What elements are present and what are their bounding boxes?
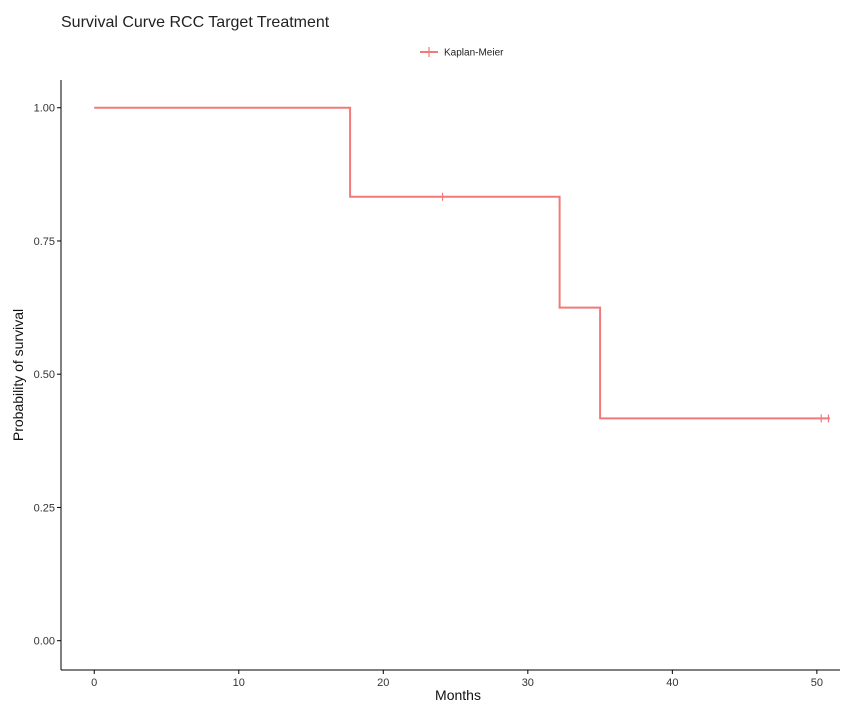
ticks: 0 10 20 30 40 50 0.00 0.25 0.50 0.75 1.00 bbox=[34, 103, 823, 689]
y-tick-label: 0.50 bbox=[34, 369, 55, 381]
y-tick-label: 0.25 bbox=[34, 502, 55, 514]
km-survival-line bbox=[94, 106, 830, 420]
chart-title: Survival Curve RCC Target Treatment bbox=[61, 14, 330, 31]
legend: Kaplan-Meier bbox=[420, 47, 504, 59]
x-tick-label: 20 bbox=[377, 677, 389, 689]
y-tick-label: 0.00 bbox=[34, 636, 55, 648]
x-tick-label: 30 bbox=[522, 677, 534, 689]
legend-label: Kaplan-Meier bbox=[444, 48, 504, 59]
y-tick-label: 1.00 bbox=[34, 103, 55, 115]
y-axis-title: Probability of survival bbox=[10, 309, 26, 441]
x-tick-label: 10 bbox=[233, 677, 245, 689]
curve-layer bbox=[94, 106, 830, 423]
x-tick-label: 50 bbox=[811, 677, 823, 689]
x-tick-label: 40 bbox=[666, 677, 678, 689]
x-tick-label: 0 bbox=[91, 677, 97, 689]
x-axis-title: Months bbox=[435, 687, 481, 703]
axes bbox=[60, 80, 840, 671]
y-tick-label: 0.75 bbox=[34, 236, 55, 248]
